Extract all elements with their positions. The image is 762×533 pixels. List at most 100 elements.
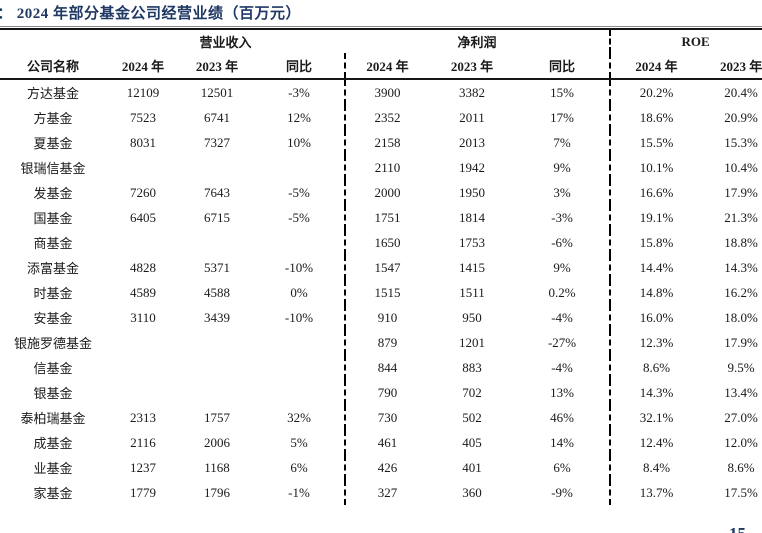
- company-name-cell: 安基金: [33, 311, 73, 326]
- value-cell: 27.0%: [724, 409, 758, 425]
- group-header-row: 营业收入 净利润 ROE: [0, 30, 762, 53]
- value-cell: 790: [344, 380, 430, 405]
- value-cell: 426: [344, 455, 430, 480]
- company-name-cell: 国基金: [33, 211, 73, 226]
- company-name-cell: 发基金: [33, 186, 73, 201]
- value-cell: [254, 330, 345, 355]
- value-cell: [254, 155, 345, 180]
- value-cell: 3382: [459, 84, 486, 100]
- value-cell: 1753: [459, 234, 486, 250]
- table-row: 成基金 2116 2006 5% 461 405 14% 12.4% 12.0%: [0, 430, 762, 455]
- value-cell: 401: [462, 459, 482, 475]
- value-cell: -5%: [288, 209, 310, 225]
- value-cell: 14.3%: [609, 380, 703, 405]
- value-cell: 7643: [204, 184, 230, 200]
- value-cell: 13.7%: [609, 480, 703, 505]
- value-cell: 1757: [204, 409, 230, 425]
- value-cell: [106, 230, 180, 255]
- value-cell: 950: [462, 309, 482, 325]
- table-row: 添富基金 4828 5371 -10% 1547 1415 9% 14.4% 14.3%: [0, 255, 762, 280]
- value-cell: [254, 380, 345, 405]
- value-cell: 0%: [290, 284, 308, 300]
- value-cell: 12.4%: [609, 430, 703, 455]
- company-name-cell: 时基金: [33, 286, 73, 301]
- value-cell: 1751: [344, 205, 430, 230]
- value-cell: 7327: [204, 134, 230, 150]
- table-row: 国基金 6405 6715 -5% 1751 1814 -3% 19.1% 21.3%: [0, 205, 762, 230]
- value-cell: 3%: [553, 184, 571, 200]
- company-name-cell: 银瑞信基金: [20, 161, 86, 176]
- company-name-cell: 业基金: [33, 461, 73, 476]
- value-cell: 327: [344, 480, 430, 505]
- value-cell: 2116: [130, 434, 156, 450]
- value-cell: 18.8%: [724, 234, 758, 250]
- value-cell: 844: [344, 355, 430, 380]
- col-header-np-yoy: 同比: [515, 53, 611, 80]
- col-header-np-2024: 2024 年: [344, 53, 430, 80]
- value-cell: 461: [344, 430, 430, 455]
- company-name-cell: 银施罗德基金: [13, 336, 92, 351]
- value-cell: 2006: [204, 434, 230, 450]
- value-cell: 9%: [553, 159, 571, 175]
- value-cell: 15.5%: [609, 130, 703, 155]
- group-header-spacer: [0, 30, 106, 53]
- value-cell: 1779: [130, 484, 156, 500]
- table-row: 时基金 4589 4588 0% 1515 1511 0.2% 14.8% 16.2%: [0, 280, 762, 305]
- value-cell: 17%: [550, 109, 574, 125]
- value-cell: 1168: [204, 459, 230, 475]
- value-cell: -4%: [551, 359, 573, 375]
- value-cell: 21.3%: [724, 209, 758, 225]
- col-header-np-2023: 2023 年: [429, 53, 516, 80]
- value-cell: 0.2%: [548, 284, 576, 300]
- value-cell: 6%: [553, 459, 571, 475]
- value-cell: 10%: [287, 134, 311, 150]
- value-cell: 1237: [130, 459, 156, 475]
- value-cell: 883: [462, 359, 482, 375]
- value-cell: 13.4%: [724, 384, 758, 400]
- value-cell: 702: [462, 384, 482, 400]
- value-cell: 5%: [290, 434, 308, 450]
- value-cell: 6741: [204, 109, 230, 125]
- title-divider: [0, 26, 762, 30]
- value-cell: [180, 230, 254, 255]
- value-cell: 16.0%: [609, 305, 703, 330]
- table-row: 夏基金 8031 7327 10% 2158 2013 7% 15.5% 15.3%: [0, 130, 762, 155]
- company-name-cell: 方达基金: [26, 86, 79, 101]
- group-header-roe: ROE: [609, 30, 762, 53]
- company-name-cell: 夏基金: [33, 136, 73, 151]
- value-cell: 1814: [459, 209, 486, 225]
- value-cell: 8.4%: [609, 455, 703, 480]
- value-cell: 7%: [553, 134, 571, 150]
- value-cell: 730: [344, 405, 430, 430]
- value-cell: 9%: [553, 259, 571, 275]
- company-name-cell: 成基金: [33, 436, 73, 451]
- value-cell: 17.5%: [724, 484, 758, 500]
- value-cell: 20.2%: [609, 79, 703, 105]
- table-row: 信基金 844 883 -4% 8.6% 9.5%: [0, 355, 762, 380]
- table-row: 家基金 1779 1796 -1% 327 360 -9% 13.7% 17.5%: [0, 480, 762, 505]
- value-cell: 13%: [550, 384, 574, 400]
- table-row: 发基金 7260 7643 -5% 2000 1950 3% 16.6% 17.9%: [0, 180, 762, 205]
- value-cell: 3439: [204, 309, 230, 325]
- company-name-cell: 方基金: [33, 111, 73, 126]
- table-row: 业基金 1237 1168 6% 426 401 6% 8.4% 8.6%: [0, 455, 762, 480]
- value-cell: -5%: [288, 184, 310, 200]
- value-cell: 4589: [130, 284, 156, 300]
- table-body: 方达基金 12109 12501 -3% 3900 3382 15% 20.2% 20.4% 方基…: [0, 79, 762, 505]
- value-cell: -9%: [551, 484, 573, 500]
- value-cell: 8031: [130, 134, 156, 150]
- value-cell: -3%: [551, 209, 573, 225]
- page-number: 15: [729, 524, 746, 533]
- value-cell: 1796: [204, 484, 230, 500]
- value-cell: 15.8%: [609, 230, 703, 255]
- value-cell: 8.6%: [609, 355, 703, 380]
- value-cell: 360: [462, 484, 482, 500]
- group-header-netprofit: 净利润: [457, 35, 497, 50]
- value-cell: 6%: [290, 459, 308, 475]
- value-cell: 16.2%: [724, 284, 758, 300]
- value-cell: 2011: [459, 109, 485, 125]
- value-cell: 12%: [287, 109, 311, 125]
- value-cell: 4588: [204, 284, 230, 300]
- value-cell: [180, 355, 254, 380]
- value-cell: 20.9%: [724, 109, 758, 125]
